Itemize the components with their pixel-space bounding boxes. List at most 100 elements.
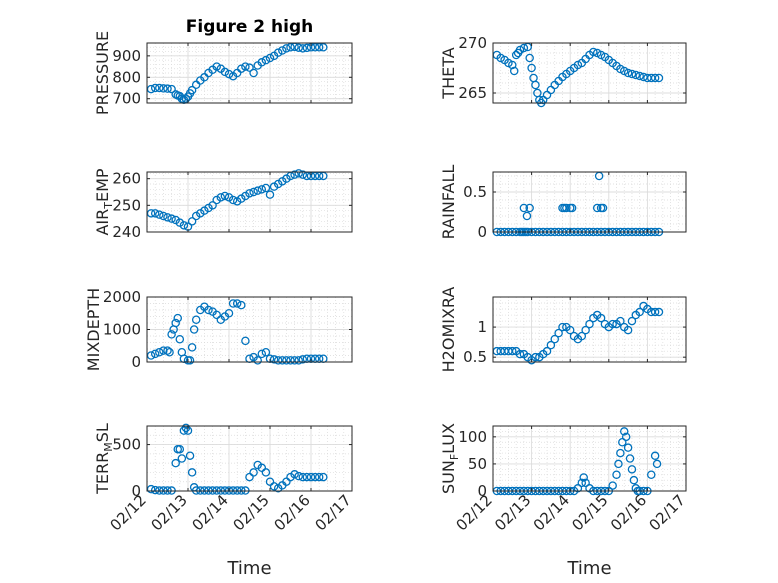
axes-background [147,172,352,232]
data-point [253,356,262,365]
subplot-6: 0.5 1 H2OMIXRA [439,287,687,373]
data-point [554,328,563,338]
data-point [650,307,660,317]
chart-title: Figure 2 high [186,17,314,37]
y-tick-label: 270 [458,34,487,52]
data-point [625,454,635,463]
y-tick-label: 1 [477,318,487,336]
data-point [542,346,552,356]
data-point [179,221,189,230]
data-point [290,470,299,479]
data-point [579,473,588,482]
data-point [298,472,308,482]
data-point [531,352,540,362]
data-point [245,63,254,72]
data-point [212,310,221,320]
series-markers [492,42,664,108]
data-point [273,356,283,365]
y-axis-label: H2OMIXRA [439,287,458,373]
data-point [627,316,637,326]
data-point [629,475,639,485]
y-tick-label: 700 [112,90,141,108]
data-point [286,43,295,52]
data-point [519,203,529,213]
x-tick-label: 02/13 [491,491,534,534]
data-point [577,331,587,341]
data-point [212,62,221,71]
data-point [525,203,534,213]
data-point [269,482,279,491]
series-markers [146,299,328,365]
data-point [294,169,303,178]
data-point [181,94,191,103]
data-point [265,190,275,199]
data-point [237,300,246,310]
data-point [627,465,637,474]
data-point [237,64,246,73]
y-tick-label: 900 [112,47,141,65]
data-point [558,322,567,332]
data-point [650,73,660,83]
data-point [177,454,187,463]
data-point [562,203,571,213]
data-point [228,299,238,308]
y-tick-label: 800 [112,68,141,86]
y-tick-label: 0 [131,353,141,371]
data-point [265,53,275,63]
data-point [232,299,242,308]
data-point [150,485,160,495]
data-point [249,187,258,197]
data-point [623,68,633,78]
x-tick-label: 02/13 [148,491,191,534]
data-point [173,313,182,323]
y-tick-label: 500 [112,436,141,454]
data-point [228,195,238,205]
data-point [208,201,217,210]
data-point [290,356,299,365]
y-tick-label: 0 [477,482,487,500]
y-axis-label: MIXDEPTH [84,288,103,371]
y-axis-label: SUNFLUX [439,423,461,494]
data-point [220,191,230,201]
data-point [249,468,258,477]
data-point [187,468,197,477]
data-point [619,427,629,436]
data-point [302,43,312,53]
x-tick-label: 02/14 [530,491,573,534]
data-point [621,432,631,442]
data-point [167,214,176,223]
data-point [241,336,250,346]
y-tick-label: 0 [477,223,487,241]
x-tick-label: 02/14 [189,491,232,534]
data-point [618,437,627,447]
data-point [175,334,185,344]
data-point [273,48,283,57]
data-point [635,307,644,317]
data-point [187,217,197,226]
axes-box [146,171,353,233]
y-axis-label: AIRTEMP [93,168,115,235]
data-point [257,349,267,359]
axes-box [146,425,353,492]
data-point [167,84,176,94]
data-point [608,481,617,490]
x-axis-label: Time [226,558,271,579]
data-point [550,334,560,344]
y-tick-label: 2000 [103,288,141,306]
y-tick-label: 100 [458,428,487,446]
x-tick-label: 02/16 [271,491,314,534]
data-point [171,318,180,328]
x-tick-label: 02/17 [646,491,689,534]
x-tick-label: 02/15 [230,491,273,534]
data-point [596,313,606,323]
y-tick-label: 265 [458,84,487,102]
data-point [185,451,195,460]
data-point [598,203,608,213]
y-axis-label: TERRMSL [93,423,115,495]
axes-box [146,42,353,104]
data-point [241,62,250,71]
data-point [527,63,536,73]
x-tick-label: 02/17 [312,491,355,534]
data-point [635,71,644,81]
